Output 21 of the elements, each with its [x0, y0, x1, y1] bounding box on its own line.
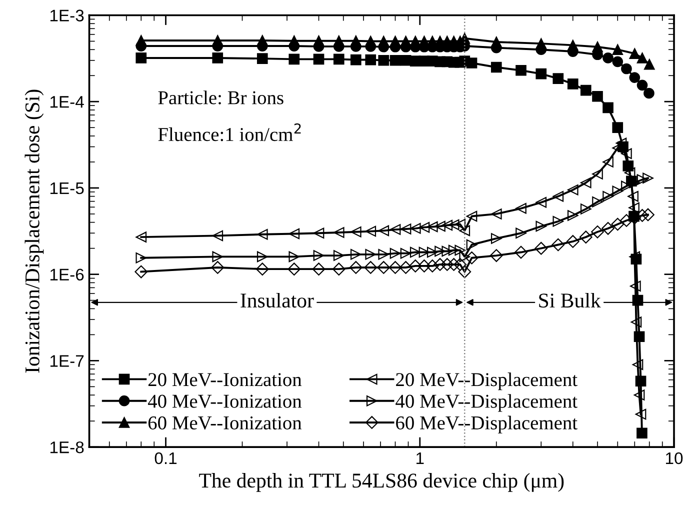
legend-label: 60 MeV--Ionization [148, 416, 302, 430]
x-tick-label: 0.1 [154, 452, 177, 464]
x-tick-label: 1 [416, 452, 424, 464]
y-tick-label: 1E-8 [50, 441, 84, 454]
legend-label: 20 MeV--Ionization [148, 373, 302, 386]
annotation: Fluence:1 ion/cm$^{2}$ [158, 123, 301, 142]
y-axis-title: Ionization/Displacement dose (Si) [24, 90, 44, 373]
y-tick-label: 1E-5 [50, 182, 84, 194]
y-tick-label: 1E-7 [50, 355, 84, 367]
legend-label: 60 MeV--Displacement [396, 416, 578, 434]
x-axis-title: The depth in TTL 54LS86 device chip (μm) [199, 472, 564, 492]
legend-label: 20 MeV--Displacement [396, 372, 578, 390]
x-tick-label: 10 [666, 452, 683, 464]
y-tick-label: 1E-6 [50, 268, 84, 281]
annotation: Si Bulk [539, 292, 601, 308]
legend-label: 40 MeV--Ionization [148, 394, 302, 408]
annotation: Insulator [240, 292, 314, 308]
y-tick-label: 1E-3 [50, 10, 84, 22]
y-tick-label: 1E-4 [50, 96, 84, 108]
legend-label: 40 MeV--Displacement [396, 394, 578, 412]
annotation: Particle: Br ions [158, 90, 284, 104]
